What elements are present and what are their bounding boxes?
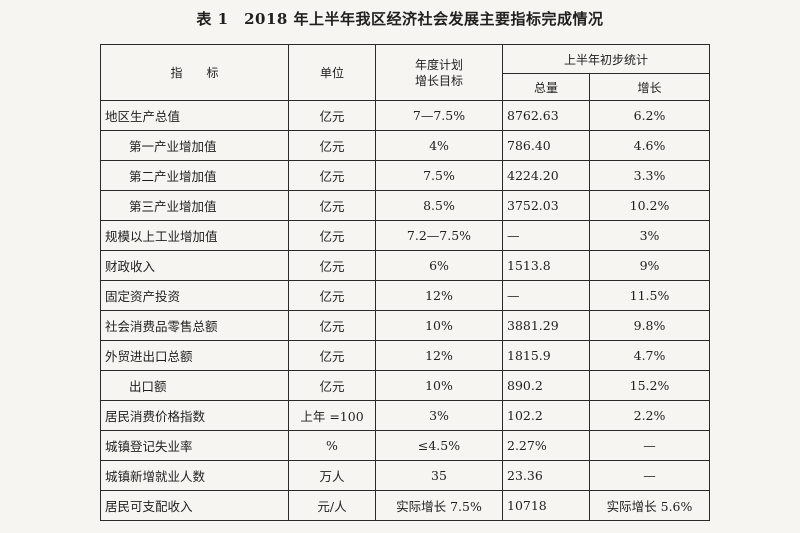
table-row: 城镇登记失业率% ≤4.5% 2.27% — <box>100 430 711 461</box>
growth-cell: 实际增长 5.6% <box>588 490 711 521</box>
total-cell: 2.27% <box>502 430 590 461</box>
target-cell: 12% <box>375 340 503 371</box>
table-header: 指 标 单位 年度计划 增长目标 上半年初步统计 总量 增长 <box>100 44 711 101</box>
target-cell: 12% <box>375 280 503 311</box>
header-total: 总量 <box>502 73 590 101</box>
growth-cell: 4.7% <box>588 340 711 371</box>
total-cell: — <box>502 220 590 251</box>
target-cell: 7.5% <box>375 160 503 191</box>
table-row: 出口额 亿元 10% 890.2 15.2% <box>100 370 711 401</box>
growth-cell: 15.2% <box>588 370 711 401</box>
header-indicator: 指 标 <box>100 44 289 101</box>
target-cell: 10% <box>375 310 503 341</box>
growth-cell: 3% <box>588 220 711 251</box>
header-prelim: 上半年初步统计 <box>501 44 711 74</box>
unit-cell: 亿元 <box>288 160 376 191</box>
target-cell: 10% <box>375 370 503 401</box>
table-row: 财政收入 亿元 6% 1513.8 9% <box>100 250 711 281</box>
target-cell: 8.5% <box>375 190 503 221</box>
table-row: 城镇新增就业人数 万人 35 23.36— <box>100 460 711 491</box>
growth-cell: 6.2% <box>588 100 711 131</box>
total-cell: 102.2 <box>502 400 590 431</box>
unit-cell: 亿元 <box>288 100 376 131</box>
target-cell: 35 <box>375 460 503 491</box>
total-cell: 786.40 <box>502 130 590 161</box>
growth-cell: 9.8% <box>588 310 711 341</box>
total-cell: 1815.9 <box>502 340 590 371</box>
indicator-name-cell: 居民消费价格指数 <box>100 400 289 431</box>
total-cell: 4224.20 <box>502 160 590 191</box>
growth-cell: 2.2% <box>588 400 711 431</box>
table-row: 固定资产投资 亿元 12% —11.5% <box>100 280 711 311</box>
table-row: 规模以上工业增加值 亿元 7.2—7.5% —3% <box>100 220 711 251</box>
unit-cell: 亿元 <box>288 250 376 281</box>
table-row: 第三产业增加值 亿元 8.5% 3752.03 10.2% <box>100 190 711 221</box>
unit-cell: 亿元 <box>288 280 376 311</box>
total-cell: 23.36 <box>502 460 590 491</box>
table-row: 第一产业增加值 亿元 4% 786.40 4.6% <box>100 130 711 161</box>
indicator-name-cell: 社会消费品零售总额 <box>100 310 289 341</box>
indicator-name-cell: 第二产业增加值 <box>100 160 289 191</box>
target-cell: 7.2—7.5% <box>375 220 503 251</box>
unit-cell: 元/人 <box>288 490 376 521</box>
header-growth: 增长 <box>588 73 711 101</box>
target-cell: 7—7.5% <box>375 100 503 131</box>
unit-cell: 亿元 <box>288 370 376 401</box>
header-target-line1: 年度计划 <box>414 57 463 72</box>
total-cell: 3881.29 <box>502 310 590 341</box>
total-cell: 890.2 <box>502 370 590 401</box>
table-row: 居民可支配收入 元/人 实际增长 7.5% 10718 实际增长 5.6% <box>100 490 711 521</box>
total-cell: — <box>502 280 590 311</box>
total-cell: 3752.03 <box>502 190 590 221</box>
indicator-table: 指 标 单位 年度计划 增长目标 上半年初步统计 总量 增长 地区生产总值 亿元 7… <box>100 44 711 521</box>
growth-cell: — <box>588 430 711 461</box>
unit-cell: 万人 <box>288 460 376 491</box>
unit-cell: 亿元 <box>288 190 376 221</box>
unit-cell: 上年 =100 <box>288 400 376 431</box>
indicator-name-cell: 居民可支配收入 <box>100 490 289 521</box>
growth-cell: 9% <box>588 250 711 281</box>
table-row: 社会消费品零售总额 亿元 10% 3881.29 9.8% <box>100 310 711 341</box>
table-row: 居民消费价格指数 上年 =100 3% 102.2 2.2% <box>100 400 711 431</box>
header-target-line2: 增长目标 <box>414 73 463 88</box>
indicator-name-cell: 地区生产总值 <box>100 100 289 131</box>
table-row: 外贸进出口总额 亿元 12% 1815.9 4.7% <box>100 340 711 371</box>
growth-cell: — <box>588 460 711 491</box>
header-target: 年度计划 增长目标 <box>375 44 503 101</box>
indicator-name-cell: 城镇登记失业率 <box>100 430 289 461</box>
indicator-name-cell: 第一产业增加值 <box>100 130 289 161</box>
target-cell: 3% <box>375 400 503 431</box>
indicator-name-cell: 外贸进出口总额 <box>100 340 289 371</box>
indicator-name-cell: 规模以上工业增加值 <box>100 220 289 251</box>
indicator-name-cell: 第三产业增加值 <box>100 190 289 221</box>
table-body: 地区生产总值 亿元 7—7.5% 8762.63 6.2% 第一产业增加值 亿元 4% 786.… <box>100 100 711 521</box>
header-unit: 单位 <box>288 44 376 101</box>
target-cell: 4% <box>375 130 503 161</box>
unit-cell: % <box>288 430 376 461</box>
target-cell: ≤4.5% <box>375 430 503 461</box>
growth-cell: 4.6% <box>588 130 711 161</box>
target-cell: 实际增长 7.5% <box>375 490 503 521</box>
unit-cell: 亿元 <box>288 340 376 371</box>
growth-cell: 11.5% <box>588 280 711 311</box>
unit-cell: 亿元 <box>288 130 376 161</box>
unit-cell: 亿元 <box>288 220 376 251</box>
table-title: 表 1 2018 年上半年我区经济社会发展主要指标完成情况 <box>196 10 604 28</box>
table-row: 地区生产总值 亿元 7—7.5% 8762.63 6.2% <box>100 100 711 131</box>
indicator-name-cell: 城镇新增就业人数 <box>100 460 289 491</box>
growth-cell: 3.3% <box>588 160 711 191</box>
total-cell: 8762.63 <box>502 100 590 131</box>
table-row: 第二产业增加值 亿元 7.5% 4224.20 3.3% <box>100 160 711 191</box>
indicator-name-cell: 出口额 <box>100 370 289 401</box>
indicator-name-cell: 财政收入 <box>100 250 289 281</box>
growth-cell: 10.2% <box>588 190 711 221</box>
total-cell: 1513.8 <box>502 250 590 281</box>
total-cell: 10718 <box>502 490 590 521</box>
target-cell: 6% <box>375 250 503 281</box>
unit-cell: 亿元 <box>288 310 376 341</box>
indicator-name-cell: 固定资产投资 <box>100 280 289 311</box>
